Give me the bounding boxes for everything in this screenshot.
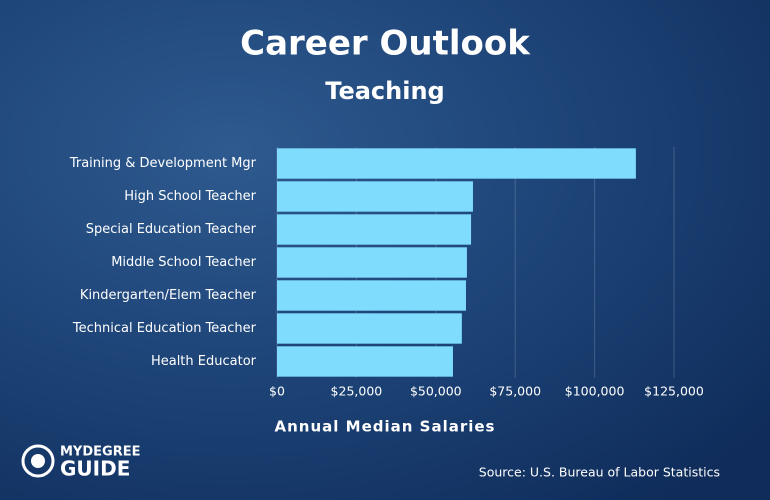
y-tick-label: Middle School Teacher	[111, 255, 256, 270]
y-tick-label: Training & Development Mgr	[69, 156, 257, 171]
x-axis-label: Annual Median Salaries	[275, 418, 496, 436]
x-tick-label: $0	[269, 384, 285, 399]
y-tick-label: Kindergarten/Elem Teacher	[80, 288, 257, 303]
bar	[277, 346, 453, 377]
bar	[277, 247, 467, 278]
bar	[277, 214, 472, 245]
y-tick-label: Technical Education Teacher	[72, 321, 257, 336]
x-tick-label: $100,000	[565, 384, 625, 399]
y-tick-label: High School Teacher	[124, 189, 256, 204]
x-tick-label: $75,000	[489, 384, 541, 399]
x-tick-label: $50,000	[410, 384, 462, 399]
bar	[277, 280, 466, 311]
bar	[277, 313, 462, 344]
y-tick-label: Health Educator	[151, 354, 257, 369]
bar	[277, 181, 473, 212]
chart-subtitle: Teaching	[325, 77, 444, 105]
logo-text: GUIDE	[60, 457, 130, 481]
x-tick-label: $25,000	[331, 384, 383, 399]
logo-icon	[21, 444, 55, 478]
source: Source: U.S. Bureau of Labor Statistics	[479, 465, 720, 480]
bar	[277, 148, 636, 179]
chart-title: Career Outlook	[240, 24, 531, 64]
logo-text: MYDEGREE	[60, 445, 140, 460]
logo-icon-core	[31, 454, 45, 468]
y-tick-label: Special Education Teacher	[86, 222, 257, 237]
logo: MYDEGREE GUIDE	[21, 444, 140, 481]
x-tick-label: $125,000	[644, 384, 704, 399]
